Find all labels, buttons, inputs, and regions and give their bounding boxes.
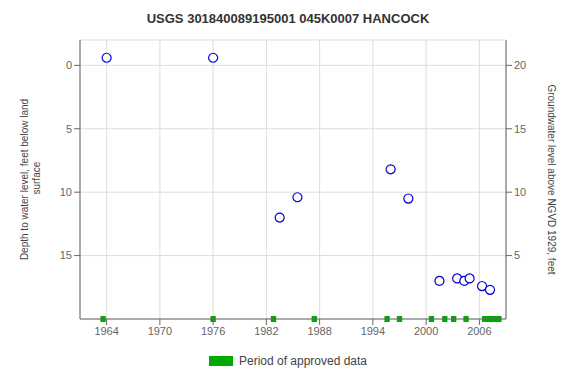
svg-text:20: 20: [514, 59, 526, 71]
svg-text:1976: 1976: [201, 325, 225, 337]
svg-text:1982: 1982: [254, 325, 278, 337]
html-text:Period of approved data: Period of approved data: [239, 354, 367, 368]
svg-text:5: 5: [66, 123, 72, 135]
svg-text:Depth to water level, feet bel: Depth to water level, feet below land su…: [19, 99, 42, 260]
svg-text:15: 15: [60, 249, 72, 261]
svg-text:10: 10: [514, 186, 526, 198]
svg-text:1994: 1994: [361, 325, 385, 337]
svg-text:1964: 1964: [94, 325, 118, 337]
svg-text:5: 5: [514, 249, 520, 261]
svg-text:0: 0: [66, 59, 72, 71]
svg-text:15: 15: [514, 123, 526, 135]
svg-text:2006: 2006: [467, 325, 491, 337]
html-text:USGS 301840089195001 045K0007: USGS 301840089195001 045K0007 HANCOCK: [146, 11, 430, 26]
svg-text:Groundwater level above NGVD 1: Groundwater level above NGVD 1929, feet: [546, 84, 557, 274]
svg-text:1970: 1970: [148, 325, 172, 337]
svg-text:10: 10: [60, 186, 72, 198]
svg-text:2000: 2000: [414, 325, 438, 337]
svg-text:1988: 1988: [307, 325, 331, 337]
